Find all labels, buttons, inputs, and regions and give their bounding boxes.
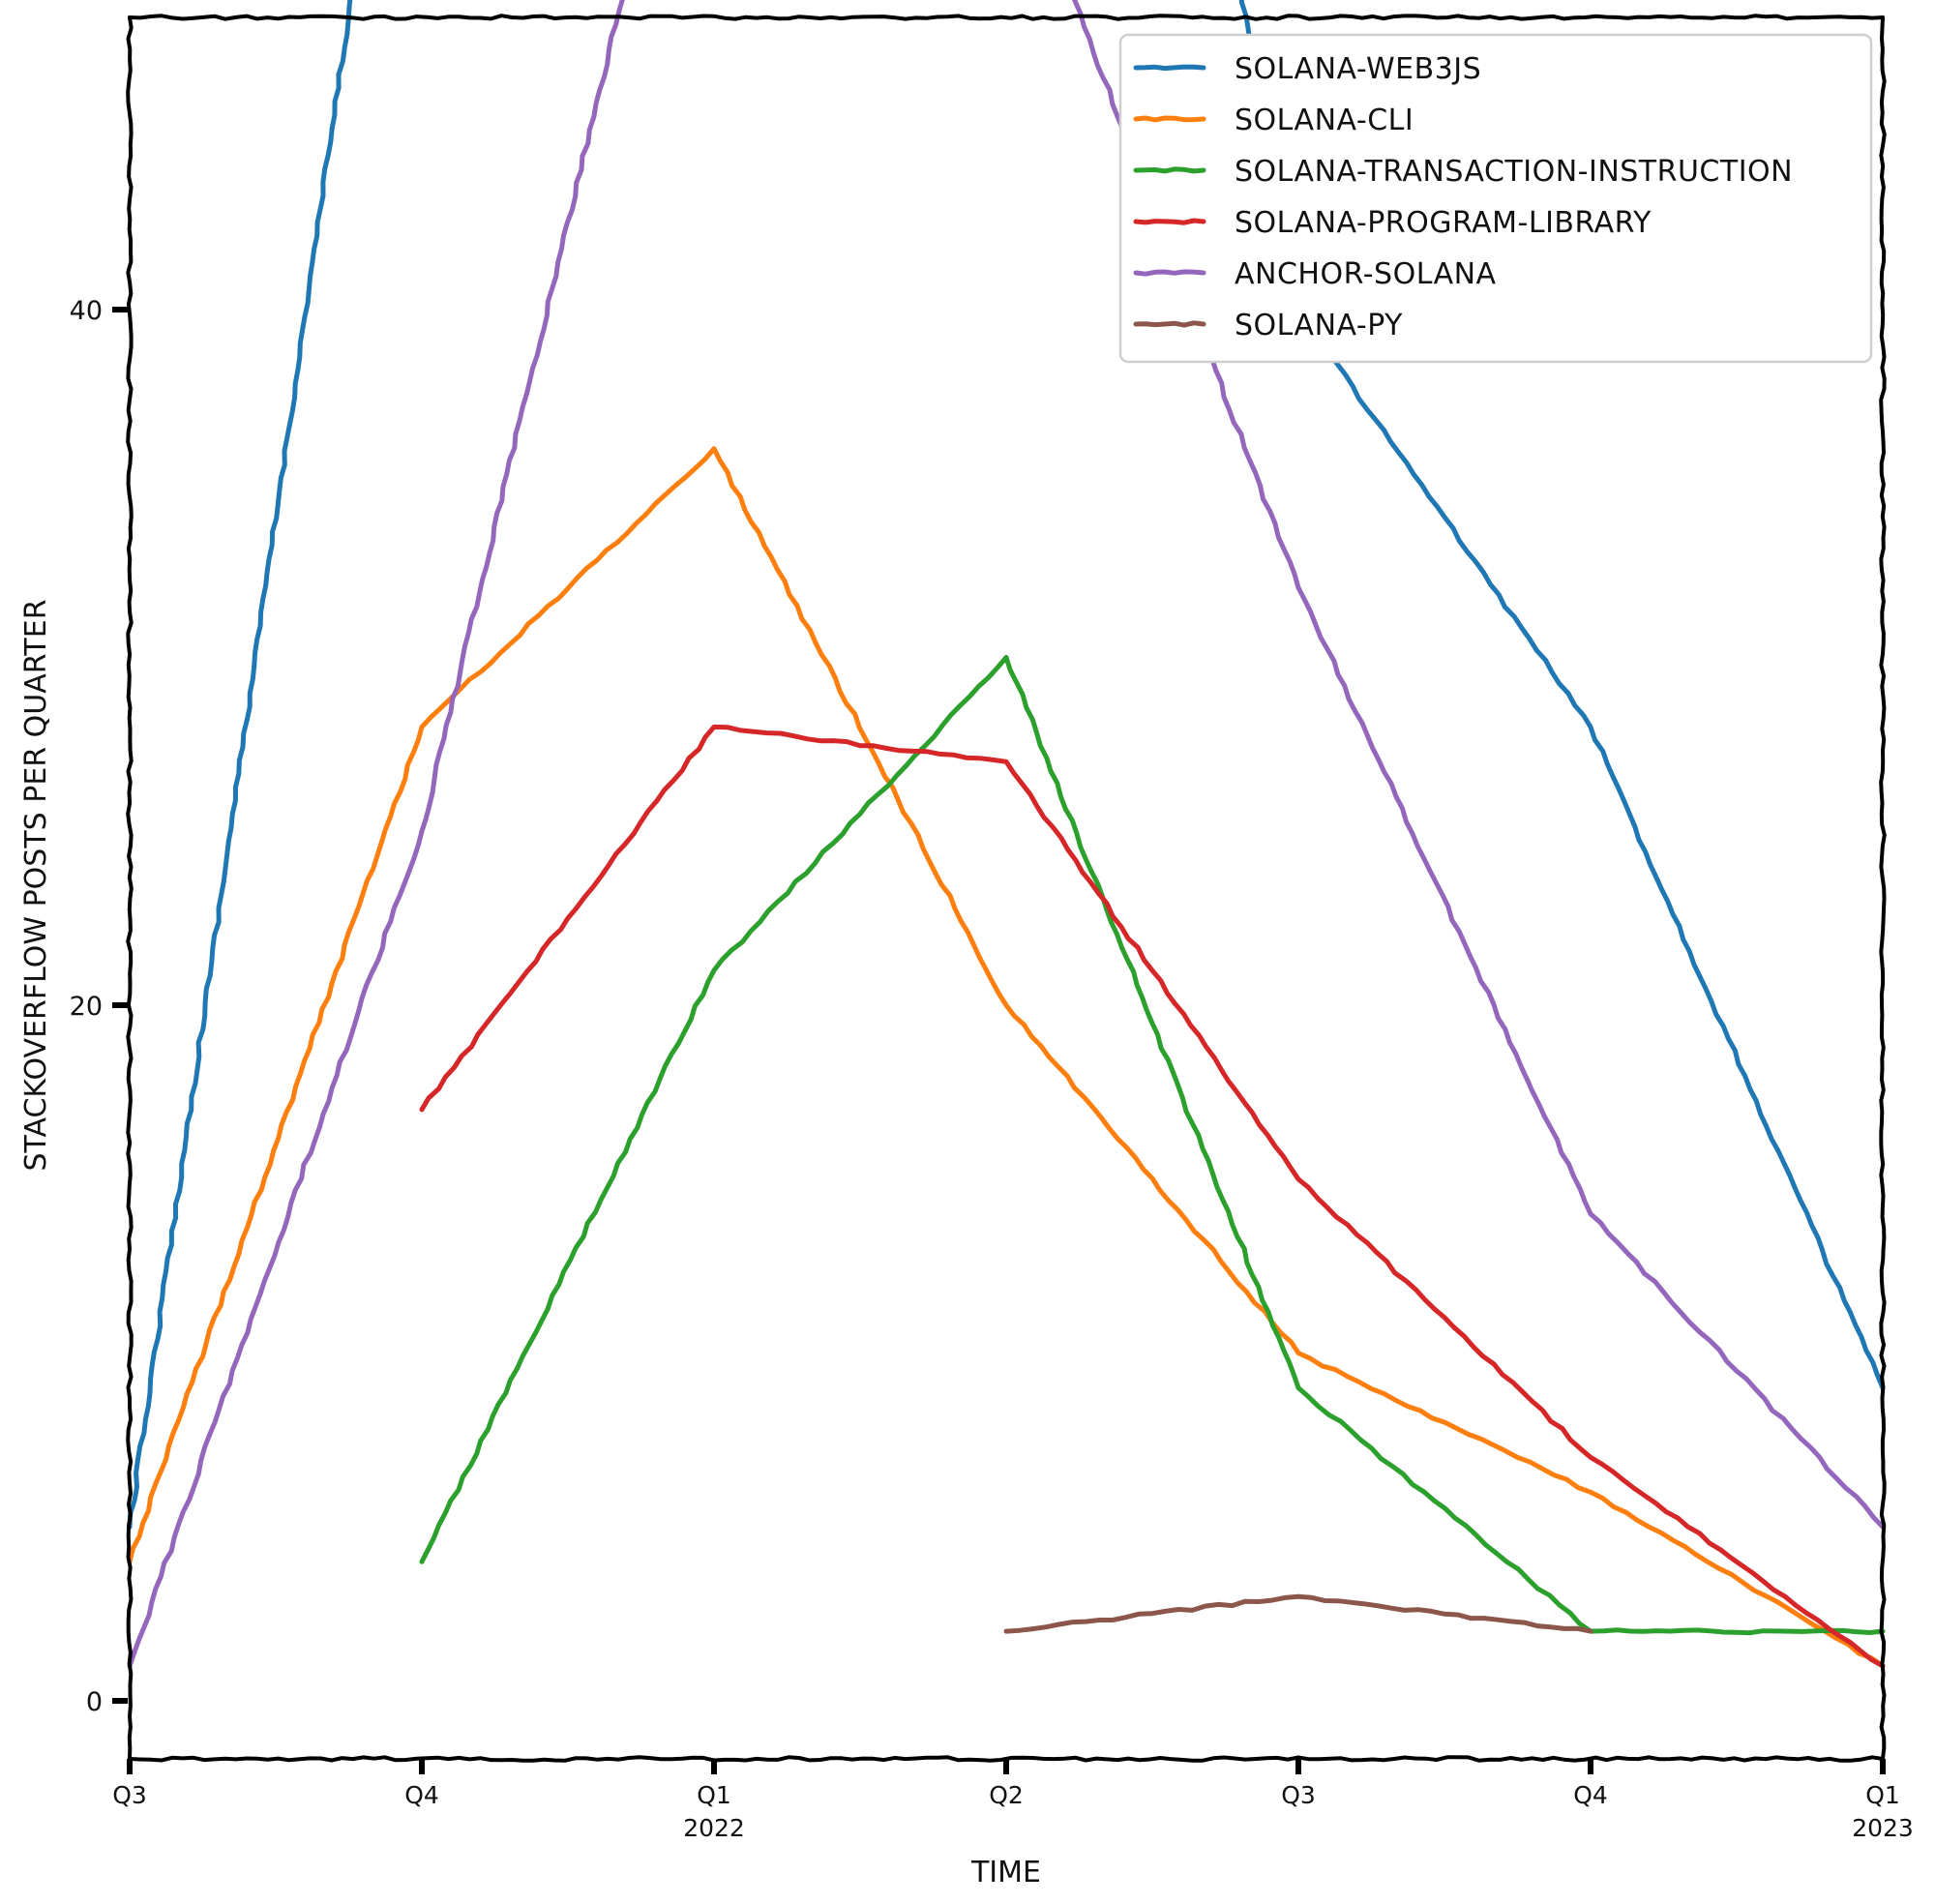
- legend-label: SOLANA-CLI: [1235, 104, 1414, 137]
- x-tick-label: Q1: [1865, 1781, 1900, 1809]
- axis-spine-bottom: [128, 1755, 1885, 1763]
- data-point-solana-cli-2022-q3: [1295, 1351, 1301, 1355]
- x-axis-title: TIME: [970, 1856, 1041, 1889]
- data-point-solana-transaction-instruction-2021-q4: [419, 1559, 425, 1564]
- x-tick-label: Q1: [697, 1781, 731, 1809]
- series-layer: [127, 0, 1886, 1669]
- data-point-solana-transaction-instruction-2022-q2: [1003, 655, 1009, 660]
- data-point-solana-program-library-2022-q2: [1003, 759, 1009, 764]
- data-point-solana-transaction-instruction-2022-q3: [1295, 1385, 1301, 1390]
- data-point-solana-cli-2022-q4: [1588, 1489, 1593, 1495]
- data-point-solana-program-library-2021-q4: [419, 1107, 425, 1113]
- data-point-anchor-solana-2022-q3: [1295, 585, 1301, 590]
- legend-label: ANCHOR-SOLANA: [1235, 257, 1497, 291]
- legend-swatch: [1133, 320, 1206, 328]
- data-point-solana-program-library-2022-q3: [1295, 1176, 1301, 1182]
- series-line-solana-cli: [127, 446, 1886, 1669]
- x-tick-label: Q4: [1573, 1781, 1608, 1809]
- axis-spine-right: [1879, 15, 1887, 1761]
- legend-swatch: [1133, 64, 1206, 72]
- legend-label: SOLANA-WEB3JS: [1235, 52, 1481, 86]
- tick-layer: 020406080Q3Q4Q12022Q2Q3Q4Q12023: [70, 296, 1914, 1842]
- series-line-solana-program-library: [419, 724, 1886, 1669]
- legend-label: SOLANA-PY: [1235, 309, 1403, 342]
- data-point-solana-cli-2021-q4: [419, 725, 425, 729]
- legend-label: SOLANA-PROGRAM-LIBRARY: [1235, 206, 1652, 240]
- axes-frame: [126, 14, 1887, 1763]
- y-axis-title: STACKOVERFLOW POSTS PER QUARTER: [19, 599, 53, 1171]
- series-line-anchor-solana: [127, 0, 1886, 1669]
- y-tick-label: 0: [86, 1687, 103, 1717]
- legend-swatch: [1133, 166, 1206, 174]
- y-tick-label: 20: [70, 992, 103, 1022]
- data-point-solana-cli-2022-q2: [1003, 1002, 1009, 1008]
- data-point-solana-py-2022-q4: [1588, 1628, 1593, 1634]
- data-point-solana-program-library-2022-q4: [1588, 1454, 1593, 1460]
- legend-swatch: [1133, 218, 1206, 225]
- data-point-solana-py-2022-q3: [1295, 1593, 1301, 1599]
- data-point-anchor-solana-2021-q4: [419, 828, 425, 834]
- y-tick-label: 40: [70, 296, 103, 326]
- x-tick-label: Q3: [112, 1781, 147, 1809]
- legend: SOLANA-WEB3JS SOLANA-CLI SOLANA-TRANSACTIO…: [1118, 33, 1873, 364]
- x-tick-label: Q3: [1281, 1781, 1316, 1809]
- data-point-solana-cli-2022-q1: [711, 446, 717, 452]
- series-line-solana-py: [1003, 1593, 1593, 1634]
- x-tick-year-label: 2022: [683, 1814, 745, 1842]
- legend-label: SOLANA-TRANSACTION-INSTRUCTION: [1235, 155, 1793, 189]
- series-line-solana-transaction-instruction: [419, 655, 1886, 1636]
- legend-box: [1118, 33, 1873, 364]
- data-point-solana-program-library-2022-q1: [711, 725, 717, 729]
- x-tick-label: Q4: [404, 1781, 439, 1809]
- data-point-solana-web3js-2022-q4: [1588, 725, 1593, 729]
- axis-spine-top: [128, 14, 1885, 21]
- legend-swatch: [1133, 269, 1206, 277]
- data-point-anchor-solana-2022-q4: [1588, 1211, 1593, 1217]
- series-line-solana-web3js: [127, 0, 1886, 1530]
- axis-spine-left: [126, 15, 134, 1761]
- legend-swatch: [1133, 115, 1206, 123]
- data-point-solana-transaction-instruction-2022-q1: [711, 967, 717, 973]
- x-tick-year-label: 2023: [1852, 1814, 1914, 1842]
- data-point-solana-py-2022-q2: [1003, 1628, 1009, 1634]
- x-tick-label: Q2: [989, 1781, 1024, 1809]
